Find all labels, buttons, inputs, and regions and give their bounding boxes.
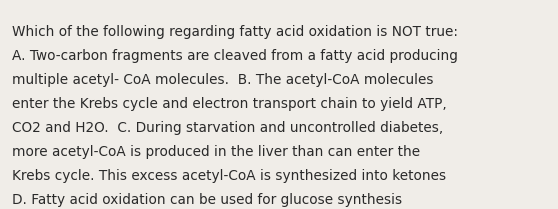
Text: Which of the following regarding fatty acid oxidation is NOT true:: Which of the following regarding fatty a… bbox=[12, 25, 458, 39]
Text: multiple acetyl- CoA molecules.  B. The acetyl-CoA molecules: multiple acetyl- CoA molecules. B. The a… bbox=[12, 73, 434, 87]
Text: enter the Krebs cycle and electron transport chain to yield ATP,: enter the Krebs cycle and electron trans… bbox=[12, 97, 447, 111]
Text: A. Two-carbon fragments are cleaved from a fatty acid producing: A. Two-carbon fragments are cleaved from… bbox=[12, 49, 458, 63]
Text: more acetyl-CoA is produced in the liver than can enter the: more acetyl-CoA is produced in the liver… bbox=[12, 145, 420, 159]
Text: D. Fatty acid oxidation can be used for glucose synthesis: D. Fatty acid oxidation can be used for … bbox=[12, 193, 402, 207]
Text: Krebs cycle. This excess acetyl-CoA is synthesized into ketones: Krebs cycle. This excess acetyl-CoA is s… bbox=[12, 169, 446, 183]
Text: CO2 and H2O.  C. During starvation and uncontrolled diabetes,: CO2 and H2O. C. During starvation and un… bbox=[12, 121, 444, 135]
